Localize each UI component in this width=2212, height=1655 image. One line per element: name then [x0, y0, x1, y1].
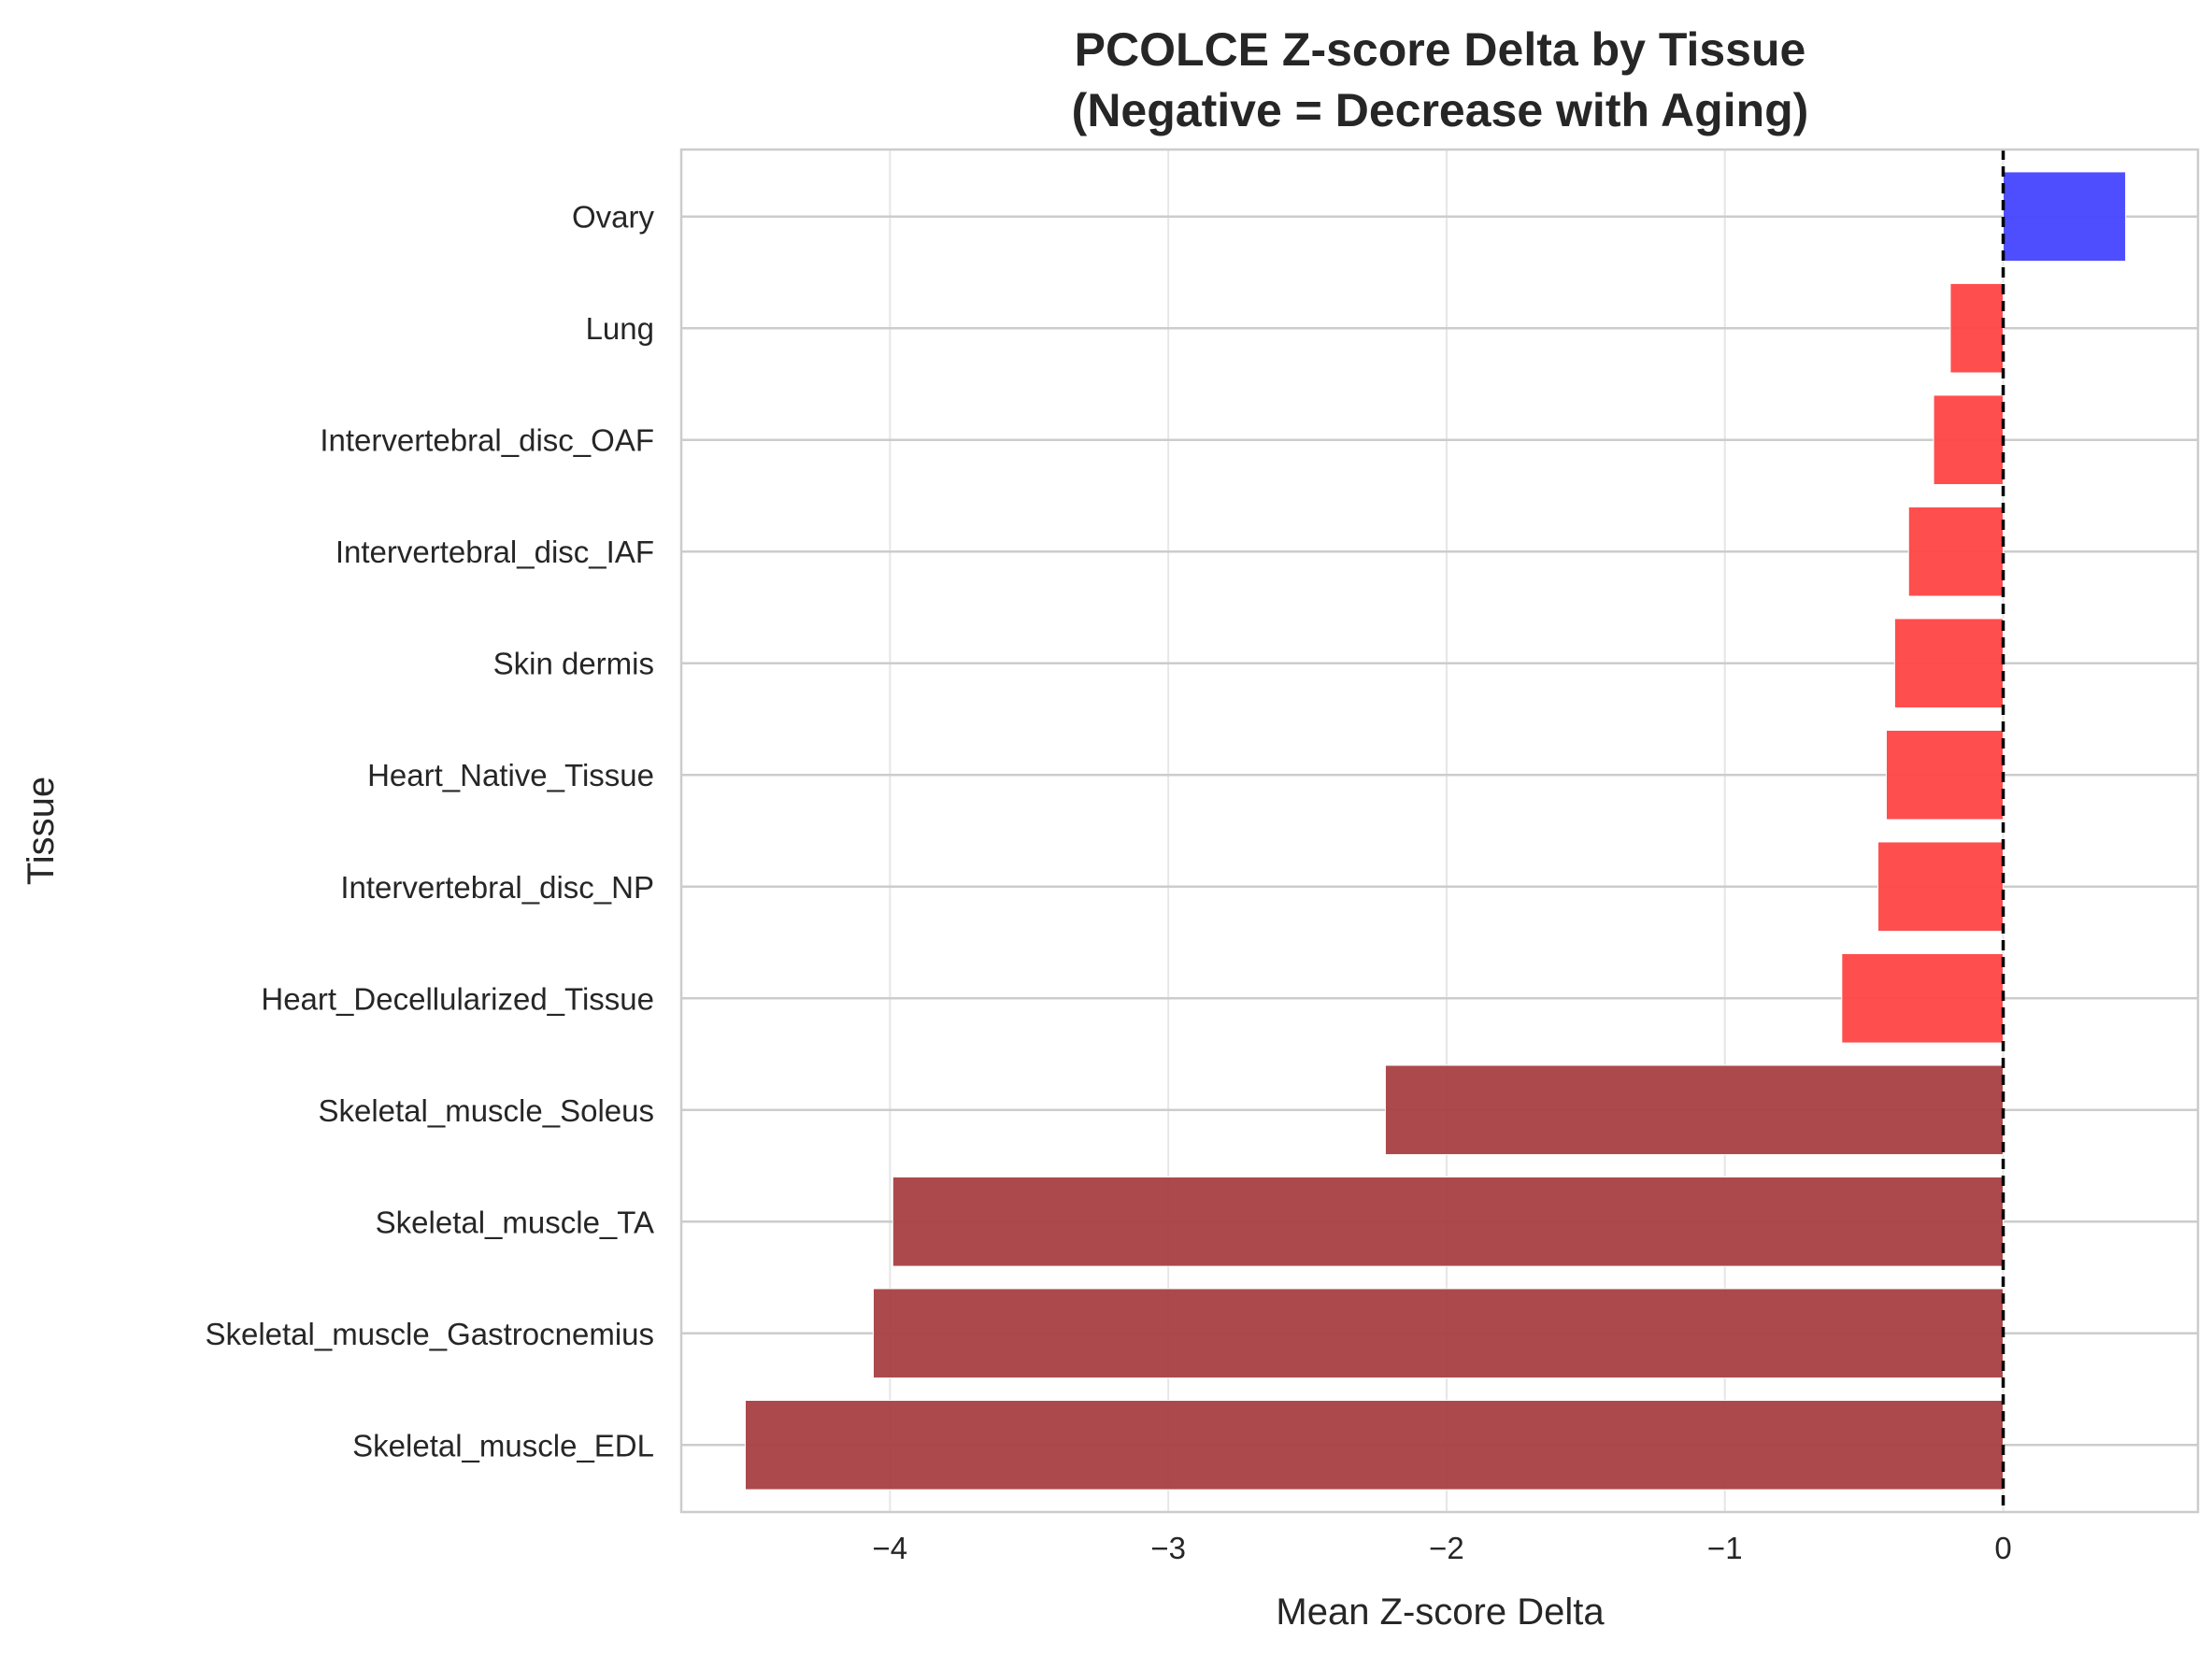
y-tick-label: Heart_Decellularized_Tissue	[261, 981, 654, 1016]
x-tick-label: −4	[873, 1531, 908, 1565]
y-tick-label: Lung	[586, 311, 654, 346]
y-tick-label: Skeletal_muscle_TA	[376, 1205, 654, 1239]
y-tick-label: Intervertebral_disc_OAF	[320, 423, 654, 458]
bar	[1877, 841, 2005, 933]
y-tick-label: Heart_Native_Tissue	[367, 758, 654, 792]
y-tick-label: Intervertebral_disc_NP	[340, 870, 654, 905]
y-tick-label: Skeletal_muscle_EDL	[352, 1428, 654, 1462]
y-tick-label: Skeletal_muscle_Soleus	[318, 1093, 654, 1128]
bar	[1933, 394, 2005, 486]
bar	[892, 1176, 2005, 1267]
x-tick-label: −3	[1150, 1531, 1186, 1565]
y-tick-label: Skin dermis	[493, 647, 654, 681]
x-tick-labels: −4 −3 −2 −1 0	[873, 1531, 2012, 1565]
bar	[1907, 506, 2005, 597]
y-tick-label: Skeletal_muscle_Gastrocnemius	[205, 1317, 654, 1351]
bar	[1893, 618, 2005, 709]
y-axis-label: Tissue	[21, 777, 62, 885]
y-tick-labels: Ovary Lung Intervertebral_disc_OAF Interver…	[205, 200, 654, 1463]
bar	[744, 1399, 2005, 1491]
x-axis-label: Mean Z-score Delta	[1276, 1591, 1605, 1633]
bars	[744, 171, 2127, 1491]
y-tick-label: Ovary	[572, 200, 655, 235]
y-tick-label: Intervertebral_disc_IAF	[335, 535, 654, 569]
chart-title-line-2: (Negative = Decrease with Aging)	[1072, 84, 1809, 136]
plot-frame	[679, 148, 2200, 1514]
bar	[1384, 1064, 2005, 1156]
bar	[1949, 282, 2005, 374]
chart-title: PCOLCE Z-score Delta by Tissue (Negative…	[1072, 23, 1809, 136]
x-tick-label: 0	[1994, 1531, 2011, 1565]
chart-title-line-1: PCOLCE Z-score Delta by Tissue	[1075, 23, 1806, 76]
bar	[1841, 952, 2005, 1044]
bar	[1885, 729, 2005, 820]
x-tick-label: −2	[1429, 1531, 1464, 1565]
bar	[872, 1288, 2005, 1379]
bar	[2003, 171, 2127, 263]
x-tick-label: −1	[1707, 1531, 1743, 1565]
